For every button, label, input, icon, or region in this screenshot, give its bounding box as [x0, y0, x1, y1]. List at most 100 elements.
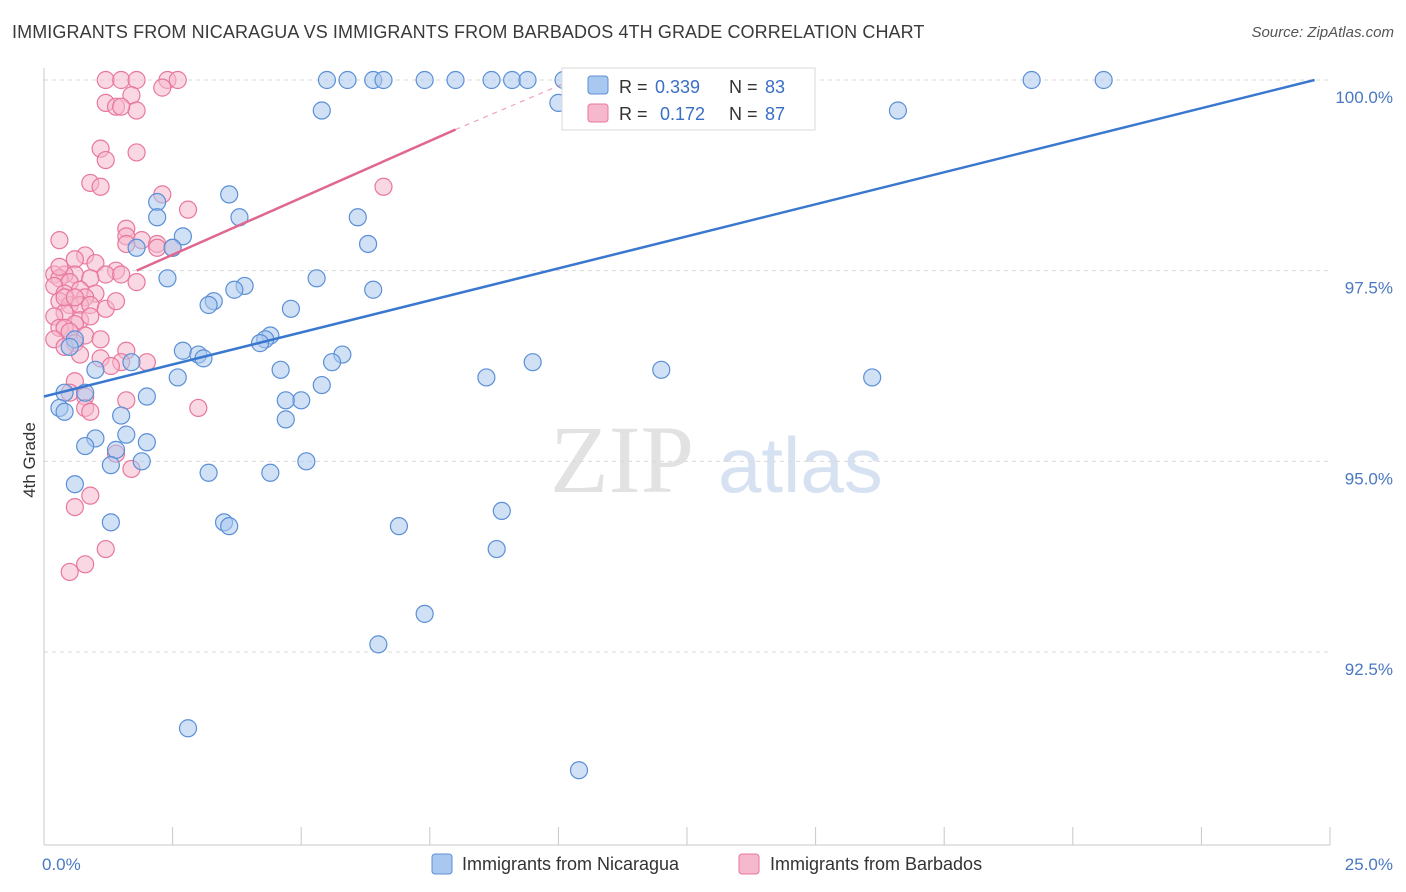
- nicaragua-point-45: [86, 360, 105, 379]
- barbados-point-32: [112, 265, 131, 284]
- barbados-point-78: [96, 539, 115, 559]
- barbados-trend-extension: [455, 80, 569, 131]
- nicaragua-point-68: [101, 456, 120, 475]
- nicaragua-point-56: [276, 391, 295, 410]
- legend-r-label-barbados: R =: [619, 104, 648, 124]
- nicaragua-point-60: [276, 410, 295, 429]
- nicaragua-point-81: [569, 761, 589, 780]
- nicaragua-point-43: [122, 353, 141, 372]
- nicaragua-point-51: [312, 375, 331, 395]
- legend-n-label-barbados: N =: [729, 104, 758, 124]
- nicaragua-point-75: [220, 517, 239, 536]
- nicaragua-point-42: [322, 353, 342, 372]
- nicaragua-point-80: [178, 719, 198, 738]
- nicaragua-point-12: [1094, 70, 1113, 90]
- x-tick-labels: 0.0% 25.0%: [42, 855, 1393, 874]
- bottom-swatch-nicaragua: [431, 853, 453, 875]
- nicaragua-point-65: [106, 440, 126, 459]
- nicaragua-point-20: [148, 208, 167, 227]
- barbados-point-71: [189, 398, 208, 418]
- legend-swatch-barbados: [587, 103, 609, 123]
- nicaragua-point-15: [888, 101, 908, 120]
- nicaragua-point-38: [173, 341, 192, 360]
- nicaragua-point-31: [199, 295, 218, 315]
- nicaragua-point-54: [137, 387, 156, 406]
- nicaragua-point-69: [199, 463, 218, 482]
- bottom-label-nicaragua: Immigrants from Nicaragua: [462, 854, 680, 874]
- y-tick-label-1: 97.5%: [1345, 279, 1393, 298]
- x-tick-label-0: 0.0%: [42, 855, 81, 874]
- legend-n-label-nicaragua: N =: [729, 77, 758, 97]
- y-tick-label-2: 95.0%: [1345, 469, 1393, 488]
- watermark-zip: ZIP: [550, 406, 694, 513]
- nicaragua-point-58: [55, 402, 74, 421]
- nicaragua-point-19: [348, 208, 367, 227]
- nicaragua-point-78: [415, 604, 434, 623]
- barbados-point-25: [65, 250, 84, 269]
- nicaragua-point-16: [220, 185, 239, 204]
- trend-lines: [43, 78, 1315, 398]
- barbados-point-80: [60, 562, 79, 582]
- barbados-point-86: [91, 330, 110, 349]
- barbados-point-10: [112, 97, 131, 116]
- barbados-point-85: [50, 257, 69, 276]
- nicaragua-point-55: [292, 391, 311, 410]
- legend-n-value-nicaragua: 83: [765, 77, 785, 97]
- axes: [43, 68, 1331, 846]
- barbados-point-12: [127, 143, 146, 162]
- barbados-point-82: [65, 288, 84, 307]
- nicaragua-point-71: [65, 475, 84, 494]
- chart-title: IMMIGRANTS FROM NICARAGUA VS IMMIGRANTS …: [12, 22, 925, 42]
- barbados-point-0: [96, 70, 115, 90]
- barbados-point-13: [96, 150, 115, 170]
- nicaragua-point-25: [158, 269, 177, 288]
- y-tick-label-3: 92.5%: [1345, 660, 1393, 679]
- barbados-point-9: [127, 101, 146, 120]
- gridlines: [44, 79, 1330, 653]
- nicaragua-points: [50, 70, 1113, 780]
- y-tick-label-0: 100.0%: [1335, 88, 1393, 107]
- barbados-point-23: [50, 231, 69, 250]
- x-tick-label-1: 25.0%: [1345, 855, 1393, 874]
- nicaragua-point-50: [863, 368, 882, 387]
- nicaragua-point-7: [503, 70, 522, 90]
- barbados-point-16: [374, 177, 393, 196]
- barbados-point-2: [127, 70, 146, 90]
- nicaragua-point-5: [446, 70, 465, 90]
- nicaragua-point-1: [338, 70, 357, 90]
- legend-swatch-nicaragua: [587, 75, 609, 95]
- nicaragua-point-14: [312, 101, 331, 120]
- nicaragua-point-32: [281, 299, 301, 318]
- nicaragua-point-61: [117, 425, 136, 444]
- legend-r-value-barbados: 0.172: [660, 104, 705, 124]
- nicaragua-point-70: [261, 463, 280, 482]
- source-credit: Source: ZipAtlas.com: [1251, 24, 1394, 41]
- nicaragua-point-22: [358, 234, 378, 254]
- nicaragua-point-29: [225, 280, 244, 299]
- nicaragua-point-28: [364, 280, 383, 299]
- nicaragua-point-64: [76, 436, 95, 456]
- nicaragua-point-23: [127, 238, 146, 257]
- legend-r-label-nicaragua: R =: [619, 77, 648, 97]
- barbados-point-76: [81, 486, 100, 505]
- barbados-point-79: [76, 555, 95, 574]
- y-axis-title: 4th Grade: [20, 422, 39, 498]
- barbados-point-73: [81, 402, 100, 421]
- nicaragua-point-3: [374, 70, 393, 90]
- barbados-point-84: [106, 292, 126, 311]
- nicaragua-point-47: [652, 360, 671, 379]
- legend-r-value-nicaragua: 0.339: [655, 77, 700, 97]
- barbados-point-1: [112, 70, 131, 90]
- barbados-point-18: [178, 200, 198, 219]
- barbados-point-15: [91, 177, 110, 196]
- nicaragua-point-0: [317, 70, 337, 90]
- nicaragua-point-66: [132, 452, 151, 471]
- nicaragua-point-11: [1022, 70, 1041, 90]
- y-tick-labels: 100.0% 97.5% 95.0% 92.5%: [1335, 88, 1393, 679]
- nicaragua-point-77: [487, 539, 506, 559]
- nicaragua-point-26: [307, 269, 326, 288]
- nicaragua-point-17: [148, 192, 167, 212]
- nicaragua-point-4: [415, 70, 434, 90]
- nicaragua-point-73: [101, 513, 120, 532]
